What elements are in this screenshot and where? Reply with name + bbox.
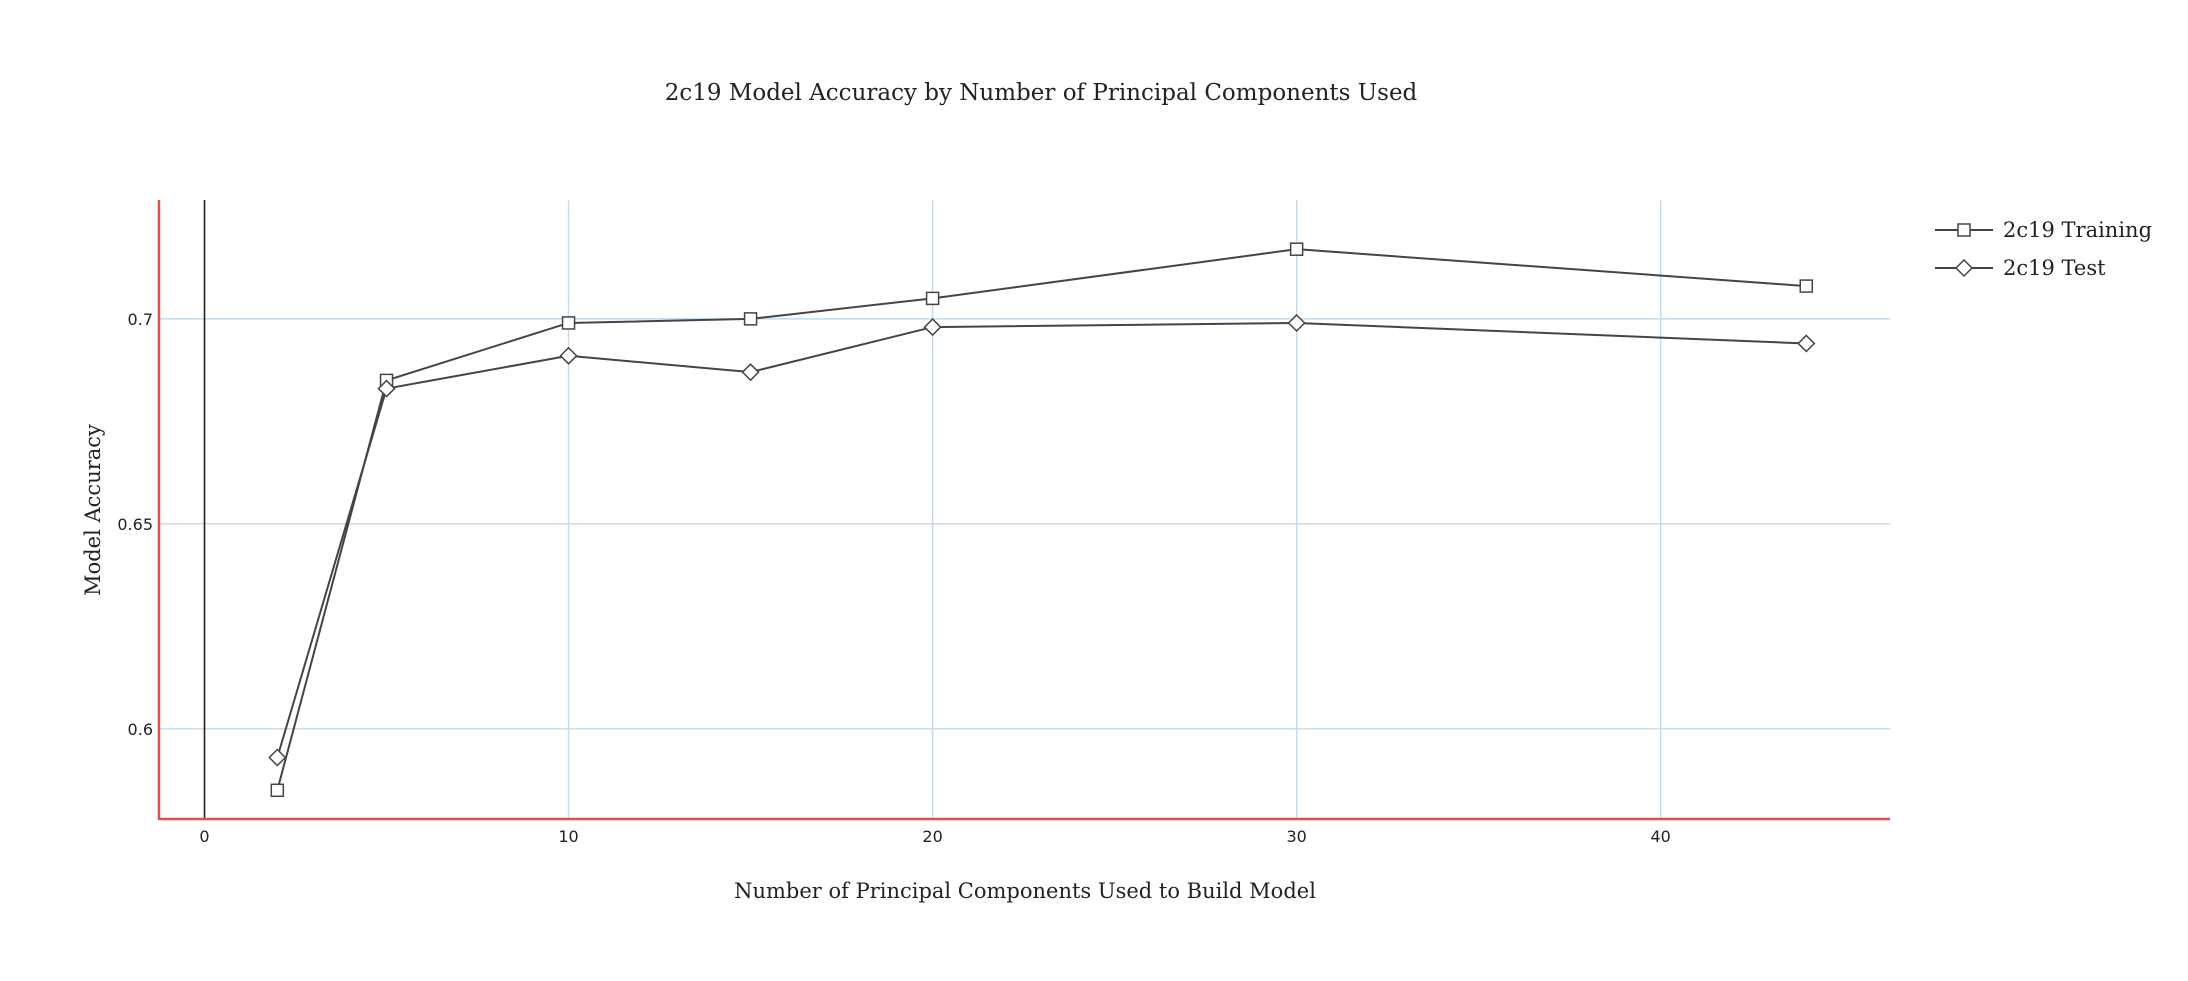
- data-point: [925, 291, 940, 306]
- axes: [157, 200, 1890, 821]
- data-point: [743, 312, 758, 326]
- data-point: [923, 318, 942, 337]
- x-axis-label: Number of Principal Components Used to B…: [734, 879, 1316, 903]
- series-line: [276, 321, 1807, 758]
- x-tick-label: 40: [1650, 827, 1670, 846]
- legend-marker: [1957, 223, 1971, 237]
- data-point: [268, 748, 287, 767]
- data-point: [377, 379, 396, 398]
- legend-item: 2c19 Test: [1935, 256, 2106, 280]
- y-tick-label: 0.6: [128, 720, 153, 739]
- data-point: [1797, 334, 1816, 353]
- series-group: [268, 242, 1816, 798]
- y-axis-label: Model Accuracy: [81, 424, 105, 596]
- series-2: [268, 313, 1816, 767]
- legend-label: 2c19 Training: [2003, 218, 2152, 242]
- x-tick-label: 10: [558, 827, 578, 846]
- x-tick-label: 30: [1286, 827, 1306, 846]
- data-point: [1289, 242, 1304, 256]
- x-tick-label: 0: [199, 827, 209, 846]
- chart-title: 2c19 Model Accuracy by Number of Princip…: [665, 80, 1418, 106]
- data-point: [561, 316, 576, 330]
- x-tick-label: 20: [922, 827, 942, 846]
- data-point: [559, 346, 578, 365]
- data-point: [741, 363, 760, 382]
- grid: [159, 200, 1890, 819]
- y-tick-label: 0.65: [117, 515, 153, 534]
- y-tick-label: 0.7: [128, 310, 153, 329]
- legend-label: 2c19 Test: [2003, 256, 2106, 280]
- series-line: [276, 248, 1807, 791]
- data-point: [1799, 279, 1814, 293]
- data-point: [270, 783, 285, 798]
- data-point: [1287, 313, 1306, 333]
- legend: 2c19 Training 2c19 Test: [1935, 218, 2152, 280]
- legend-item: 2c19 Training: [1935, 218, 2152, 242]
- tick-labels: 0 10 20 30 40 0.6 0.65 0.7: [117, 310, 1670, 846]
- legend-marker: [1954, 258, 1974, 278]
